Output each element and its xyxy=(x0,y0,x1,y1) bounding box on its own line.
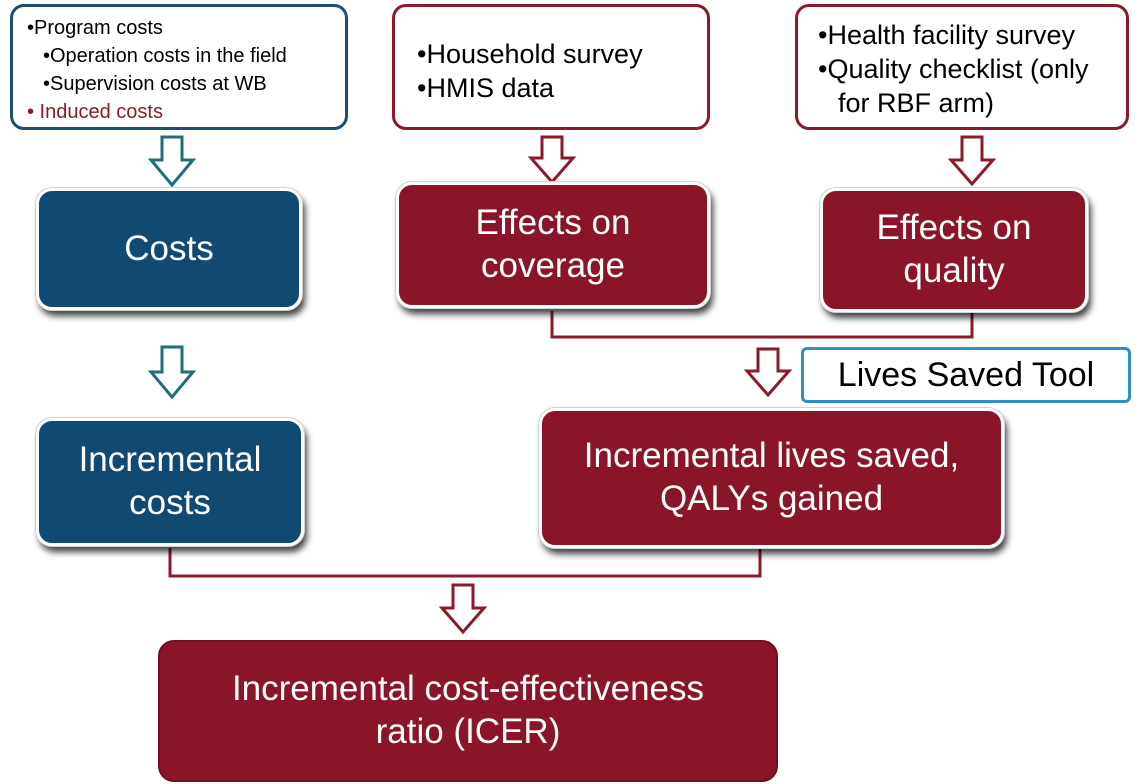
coverage-effects-box: Effects on coverage xyxy=(396,182,710,308)
box-label: quality xyxy=(903,251,1005,290)
icer-box: Incremental cost-effectiveness ratio (IC… xyxy=(158,640,778,782)
source-item: •Program costs xyxy=(27,17,163,39)
connector-costs-lives xyxy=(168,548,762,578)
box-label: Incremental lives saved, xyxy=(583,436,960,476)
source-item: •Quality checklist (only xyxy=(818,54,1089,84)
arrow-down-icon xyxy=(147,135,197,188)
box-label: Incremental xyxy=(78,440,262,480)
box-label: Costs xyxy=(124,228,214,268)
source-item: •Household survey xyxy=(417,39,643,69)
cost-sources-box: •Program costs •Operation costs in the f… xyxy=(10,4,348,130)
source-item: •Operation costs in the field xyxy=(43,45,287,67)
arrow-down-icon xyxy=(527,135,577,185)
arrow-down-icon xyxy=(743,347,793,398)
arrow-down-icon xyxy=(438,583,488,635)
lives-saved-box: Incremental lives saved, QALYs gained xyxy=(539,408,1004,548)
incremental-costs-box: Incremental costs xyxy=(36,418,304,546)
box-label: costs xyxy=(129,483,211,522)
lives-saved-tool-label: Lives Saved Tool xyxy=(801,347,1131,403)
source-item: •HMIS data xyxy=(417,73,555,103)
arrow-down-icon xyxy=(947,135,997,187)
box-label: Effects on xyxy=(475,203,631,243)
coverage-sources-box: •Household survey •HMIS data xyxy=(392,4,710,130)
source-item: •Supervision costs at WB xyxy=(43,73,267,95)
source-item: •Health facility survey xyxy=(818,20,1076,50)
source-item: for RBF arm) xyxy=(838,88,995,118)
quality-effects-box: Effects on quality xyxy=(820,188,1088,312)
costs-box: Costs xyxy=(36,188,302,310)
box-label: Effects on xyxy=(876,208,1032,248)
box-label: coverage xyxy=(481,246,625,285)
box-label: Incremental cost-effectiveness xyxy=(231,669,705,709)
arrow-down-icon xyxy=(147,345,197,400)
quality-sources-box: •Health facility survey •Quality checkli… xyxy=(795,4,1129,130)
connector-coverage-quality xyxy=(550,311,974,339)
box-label: QALYs gained xyxy=(659,479,884,518)
source-item-induced: • Induced costs xyxy=(27,101,163,123)
box-label: ratio (ICER) xyxy=(375,712,561,751)
